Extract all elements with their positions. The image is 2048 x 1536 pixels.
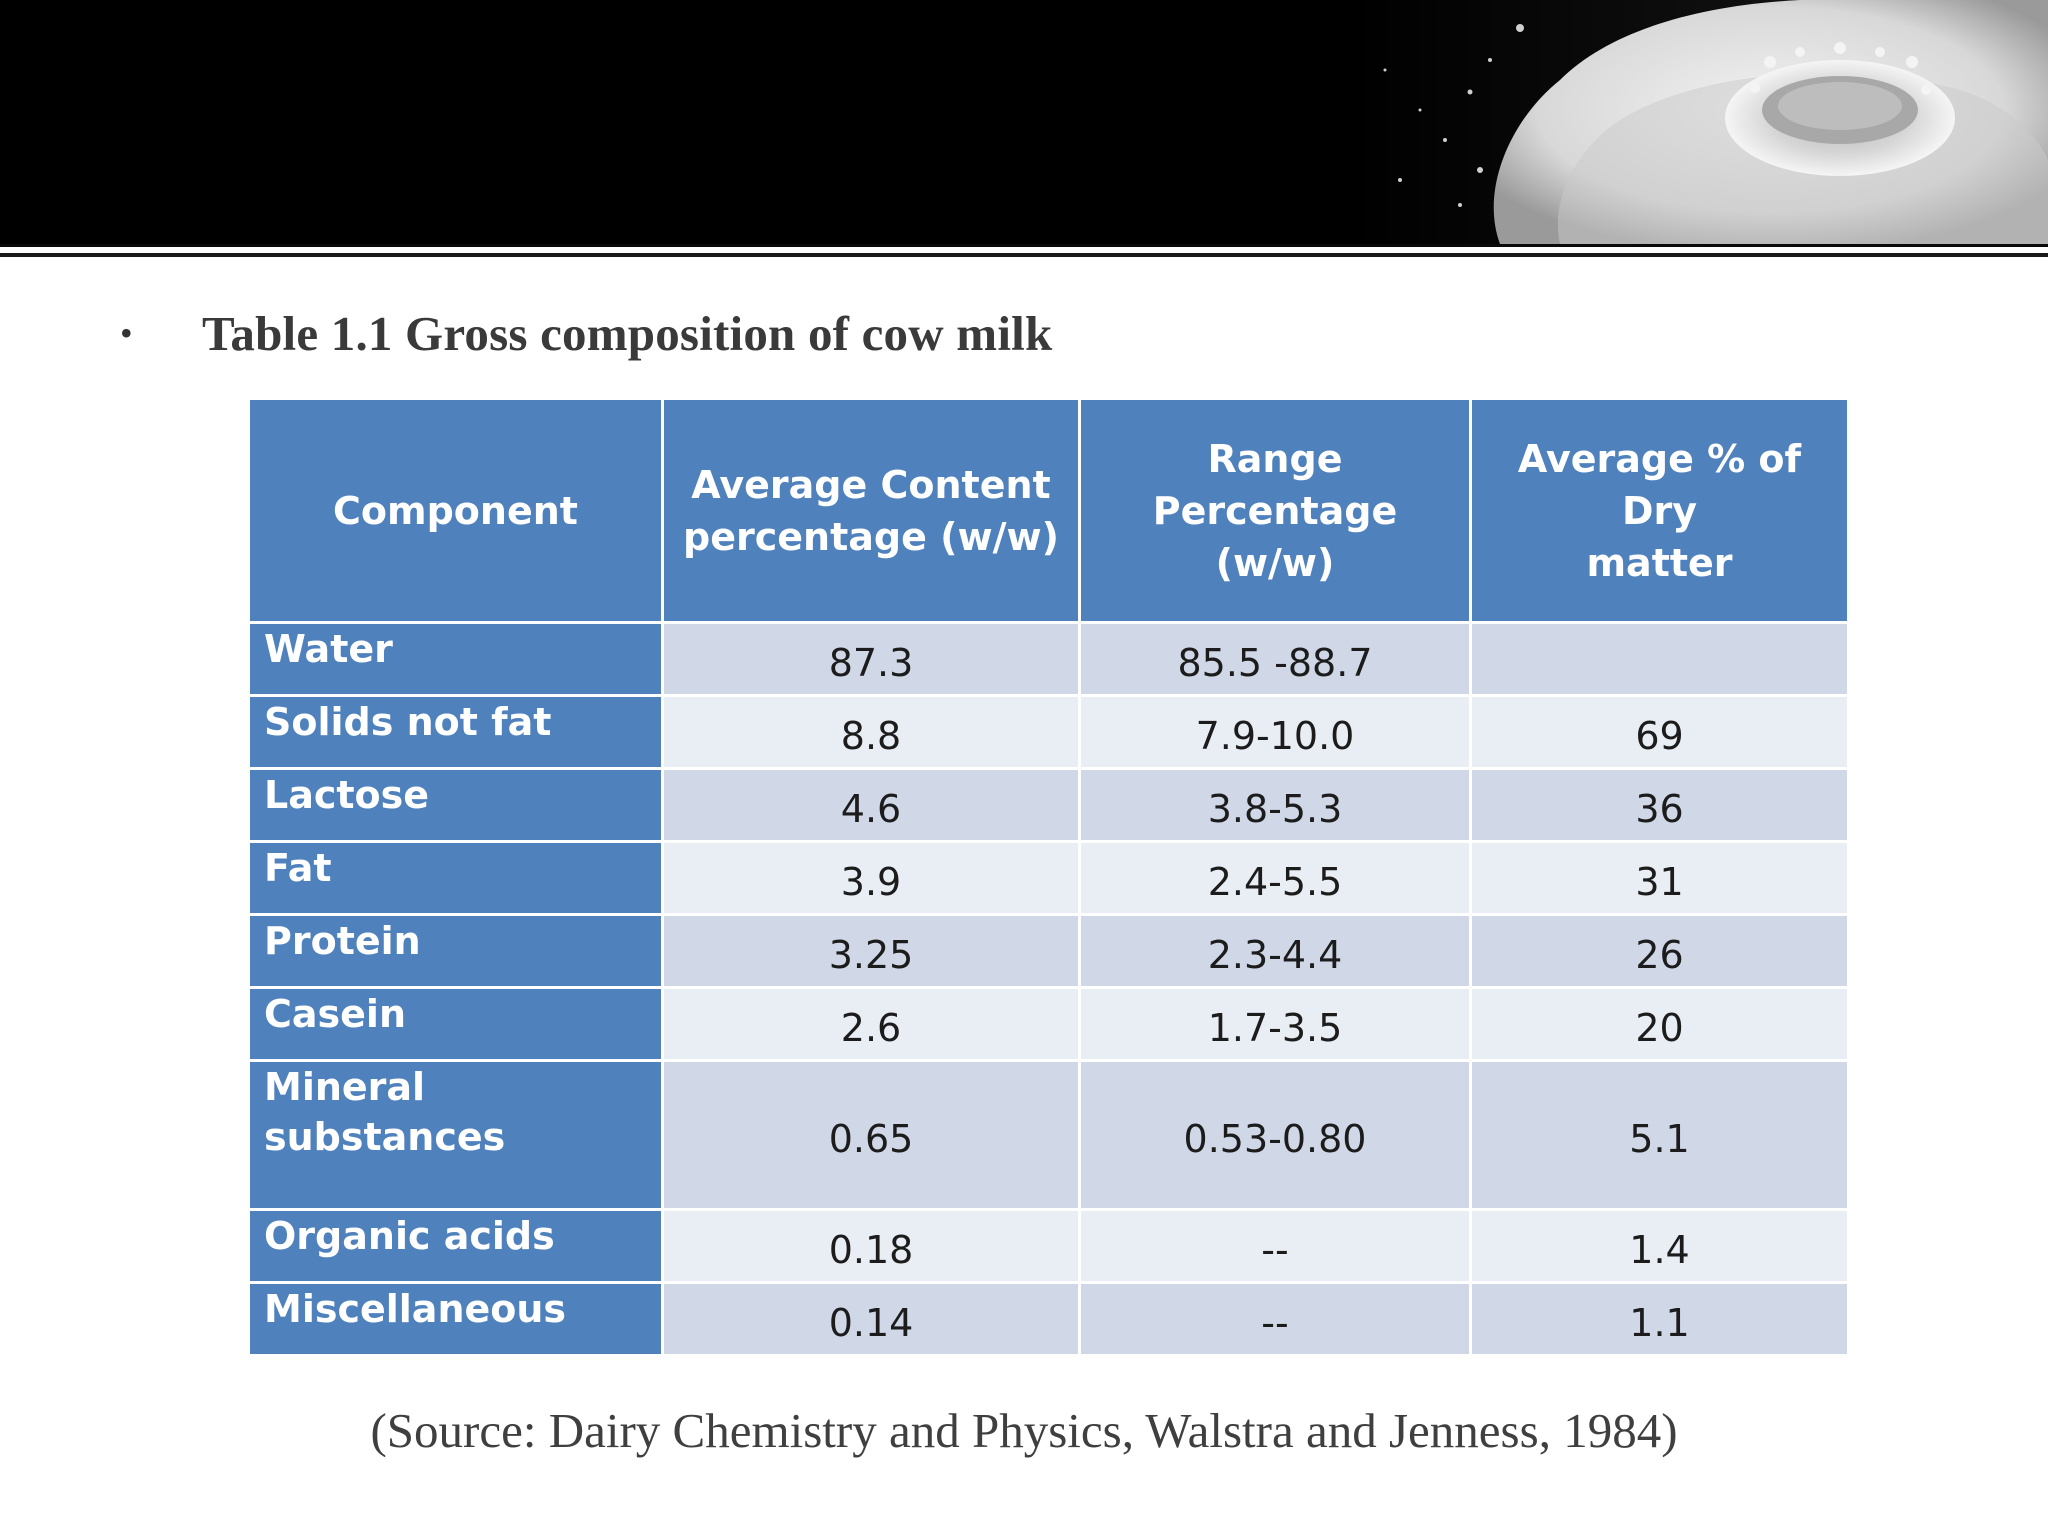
- dry-matter-cell: 20: [1472, 989, 1847, 1059]
- component-cell: Solids not fat: [250, 697, 661, 767]
- range-cell: 3.8-5.3: [1081, 770, 1469, 840]
- table-row: Solids not fat 8.8 7.9-10.0 69: [250, 697, 1847, 767]
- component-cell: Casein: [250, 989, 661, 1059]
- component-cell: Lactose: [250, 770, 661, 840]
- component-cell: Mineral substances: [250, 1062, 661, 1208]
- table-row: Organic acids 0.18 -- 1.4: [250, 1211, 1847, 1281]
- average-cell: 0.18: [664, 1211, 1078, 1281]
- column-header-average-content: Average Content percentage (w/w): [664, 400, 1078, 621]
- bullet-icon: •: [120, 313, 133, 353]
- dry-matter-cell: 36: [1472, 770, 1847, 840]
- column-header-dry-matter: Average % of Dry matter: [1472, 400, 1847, 621]
- table-row: Casein 2.6 1.7-3.5 20: [250, 989, 1847, 1059]
- average-cell: 0.65: [664, 1062, 1078, 1208]
- component-cell: Fat: [250, 843, 661, 913]
- range-cell: 1.7-3.5: [1081, 989, 1469, 1059]
- range-cell: --: [1081, 1211, 1469, 1281]
- table-row: Lactose 4.6 3.8-5.3 36: [250, 770, 1847, 840]
- range-cell: 85.5 -88.7: [1081, 624, 1469, 694]
- dry-matter-cell: 26: [1472, 916, 1847, 986]
- table-row: Fat 3.9 2.4-5.5 31: [250, 843, 1847, 913]
- average-cell: 87.3: [664, 624, 1078, 694]
- milk-composition-table: Component Average Content percentage (w/…: [247, 397, 1850, 1357]
- average-cell: 4.6: [664, 770, 1078, 840]
- dry-matter-cell: 1.1: [1472, 1284, 1847, 1354]
- component-cell: Water: [250, 624, 661, 694]
- slide-title-row: • Table 1.1 Gross composition of cow mil…: [120, 298, 1052, 368]
- range-cell: 2.3-4.4: [1081, 916, 1469, 986]
- average-cell: 0.14: [664, 1284, 1078, 1354]
- range-cell: 7.9-10.0: [1081, 697, 1469, 767]
- dry-matter-cell: 31: [1472, 843, 1847, 913]
- average-cell: 8.8: [664, 697, 1078, 767]
- milk-splash-image: [1350, 0, 2048, 244]
- table-row: Mineral substances 0.65 0.53-0.80 5.1: [250, 1062, 1847, 1208]
- source-citation: (Source: Dairy Chemistry and Physics, Wa…: [370, 1403, 1678, 1458]
- table-header-row: Component Average Content percentage (w/…: [250, 400, 1847, 621]
- table-row: Water 87.3 85.5 -88.7: [250, 624, 1847, 694]
- range-cell: --: [1081, 1284, 1469, 1354]
- dry-matter-cell: 5.1: [1472, 1062, 1847, 1208]
- dry-matter-cell: 1.4: [1472, 1211, 1847, 1281]
- average-cell: 3.25: [664, 916, 1078, 986]
- column-header-component: Component: [250, 400, 661, 621]
- component-cell: Protein: [250, 916, 661, 986]
- slide-title: Table 1.1 Gross composition of cow milk: [202, 305, 1053, 361]
- header-banner: [0, 0, 2048, 244]
- average-cell: 2.6: [664, 989, 1078, 1059]
- component-cell: Miscellaneous: [250, 1284, 661, 1354]
- table-row: Protein 3.25 2.3-4.4 26: [250, 916, 1847, 986]
- column-header-range-percentage: Range Percentage (w/w): [1081, 400, 1469, 621]
- header-divider: [0, 244, 2048, 258]
- component-cell: Organic acids: [250, 1211, 661, 1281]
- range-cell: 0.53-0.80: [1081, 1062, 1469, 1208]
- average-cell: 3.9: [664, 843, 1078, 913]
- range-cell: 2.4-5.5: [1081, 843, 1469, 913]
- dry-matter-cell: [1472, 624, 1847, 694]
- dry-matter-cell: 69: [1472, 697, 1847, 767]
- table-row: Miscellaneous 0.14 -- 1.1: [250, 1284, 1847, 1354]
